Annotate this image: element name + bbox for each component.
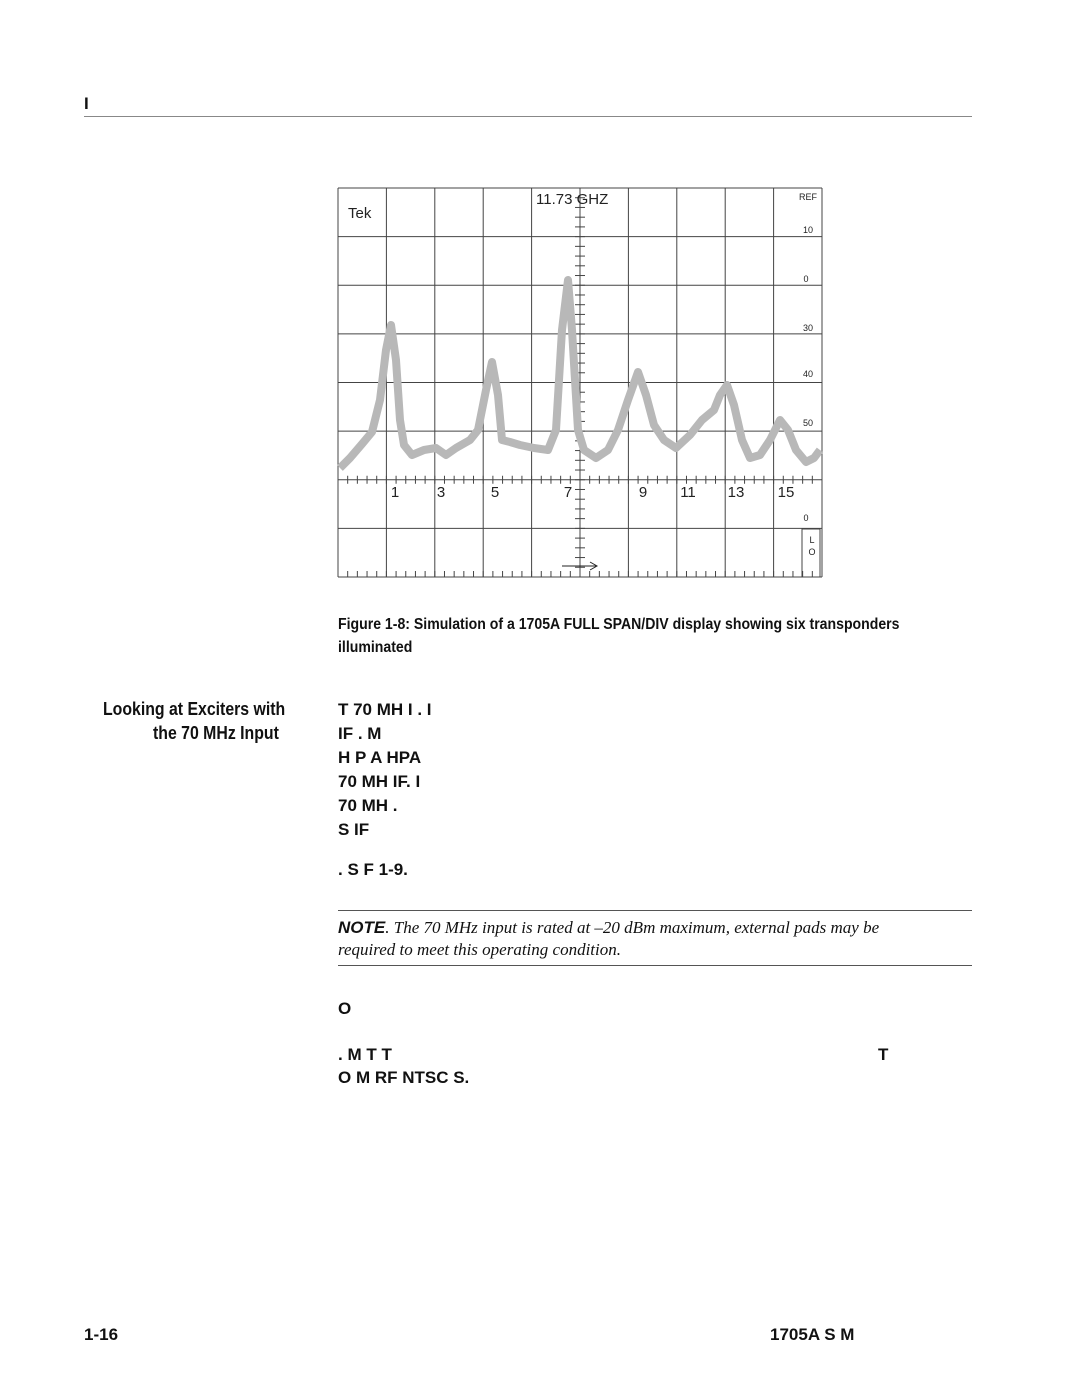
- note-line: required to meet this operating conditio…: [338, 940, 621, 959]
- channel-label: 9: [639, 484, 647, 501]
- channel-label: 1: [391, 484, 399, 501]
- note-label: NOTE: [338, 918, 386, 937]
- paragraph-line: . S F 1-9.: [338, 860, 408, 879]
- scale-label: 0: [803, 274, 808, 284]
- lo-label: O: [808, 547, 815, 557]
- channel-label: 3: [437, 484, 445, 501]
- spectrum-display: Tek 11.73 GHZ REF 10 0 30 40 50 0 L O 1 …: [337, 187, 824, 578]
- paragraph-line: 70 MH IF. I: [338, 772, 421, 791]
- channel-label: 7: [564, 484, 572, 501]
- lo-box: [801, 528, 821, 578]
- lo-label: L: [809, 535, 814, 545]
- scale-label: 40: [803, 369, 813, 379]
- paragraph-line: S IF: [338, 820, 370, 839]
- section-heading: the 70 MHz Input: [153, 723, 279, 743]
- display-brand: Tek: [348, 205, 372, 222]
- note-line: NOTE. The 70 MHz input is rated at –20 d…: [338, 919, 879, 936]
- bottom-label: 0: [803, 513, 808, 523]
- page-number: 1-16: [84, 1325, 119, 1344]
- section-heading: Looking at Exciters with: [103, 699, 286, 719]
- channel-label: 11: [680, 484, 696, 501]
- paragraph-line: O M RF NTSC S.: [338, 1068, 470, 1087]
- figure-caption: Figure 1-8: Simulation of a 1705A FULL S…: [338, 616, 900, 633]
- scale-label: 10: [803, 225, 813, 235]
- channel-label: 13: [728, 484, 745, 501]
- paragraph-line: T: [878, 1045, 889, 1064]
- header-title: I: [84, 94, 89, 113]
- paragraph-line: IF . M: [338, 724, 382, 743]
- scale-label: 50: [803, 418, 813, 428]
- footer-title: 1705A S M: [770, 1325, 855, 1344]
- marker-arrow: [562, 561, 599, 571]
- paragraph-line: H P A HPA: [338, 748, 422, 767]
- figure-caption: illuminated: [338, 639, 413, 656]
- scale-label: 30: [803, 323, 813, 333]
- header-rule: [84, 116, 972, 117]
- paragraph-line: O: [338, 999, 352, 1018]
- channel-label: 15: [778, 484, 795, 501]
- ref-label: REF: [799, 192, 818, 202]
- paragraph-line: . M T T: [338, 1045, 392, 1064]
- spectrum-trace: [337, 276, 824, 471]
- note-rule: [338, 910, 972, 911]
- graticule: [337, 187, 823, 578]
- note-rule: [338, 965, 972, 966]
- note-text: . The 70 MHz input is rated at –20 dBm m…: [385, 918, 880, 937]
- paragraph-line: T 70 MH I . I: [338, 700, 432, 719]
- channel-label: 5: [491, 484, 499, 501]
- paragraph-line: 70 MH .: [338, 796, 398, 815]
- display-frequency: 11.73 GHZ: [536, 191, 608, 208]
